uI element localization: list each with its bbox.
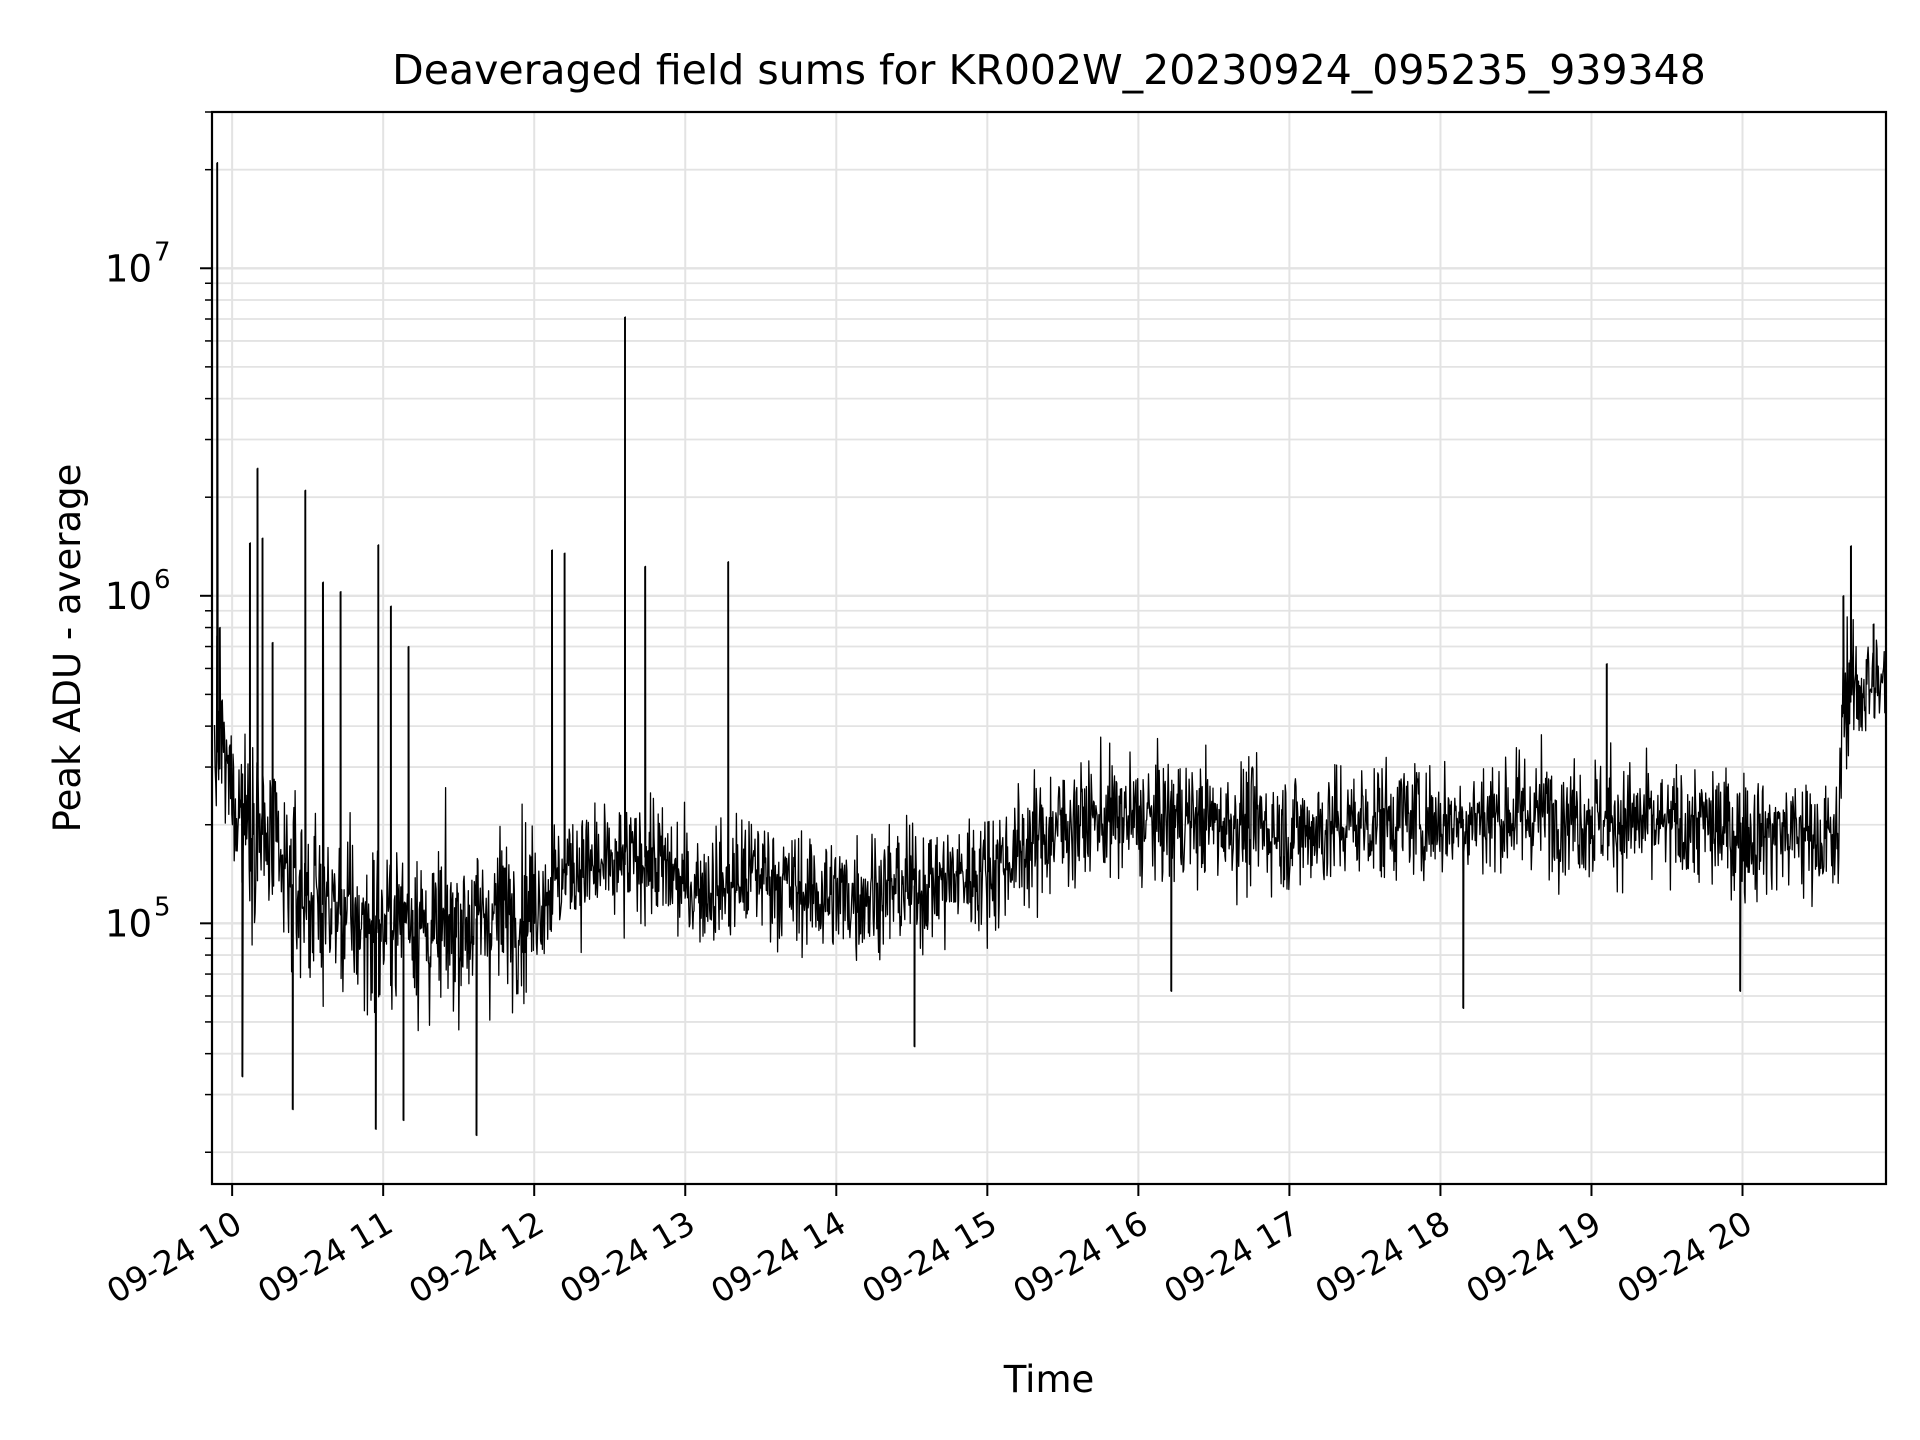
chart-title: Deaveraged field sums for KR002W_2023092… [392, 46, 1706, 94]
y-tick-label: 10 [105, 247, 152, 290]
y-tick-exponent: 5 [154, 892, 171, 922]
x-axis-label: Time [1003, 1358, 1095, 1401]
y-tick-label: 10 [105, 575, 152, 618]
plot-frame [210, 110, 1888, 1186]
y-tick-exponent: 7 [154, 237, 171, 267]
y-tick-label: 10 [105, 902, 152, 945]
grid-layer [212, 111, 1886, 1184]
series-layer [213, 162, 1887, 1137]
y-axis-label: Peak ADU - average [46, 464, 89, 833]
y-tick-exponent: 6 [154, 565, 171, 595]
